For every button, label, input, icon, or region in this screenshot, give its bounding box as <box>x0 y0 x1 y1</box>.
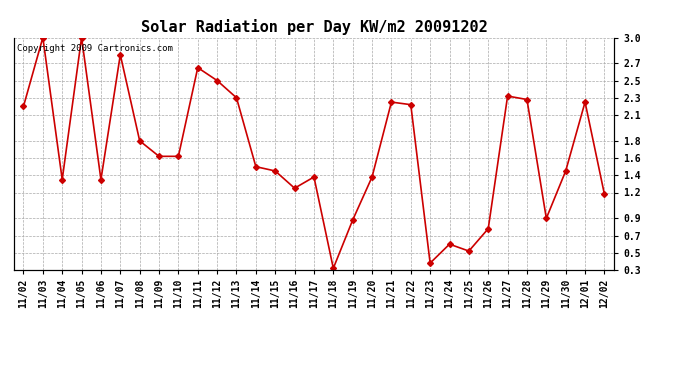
Text: Copyright 2009 Cartronics.com: Copyright 2009 Cartronics.com <box>17 45 172 54</box>
Title: Solar Radiation per Day KW/m2 20091202: Solar Radiation per Day KW/m2 20091202 <box>141 19 487 35</box>
